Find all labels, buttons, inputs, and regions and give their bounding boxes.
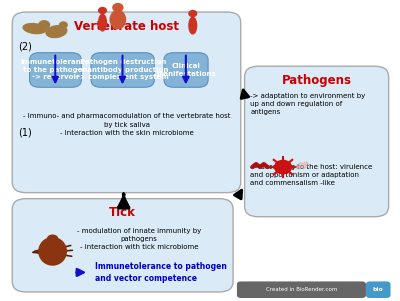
FancyBboxPatch shape	[12, 199, 233, 292]
Text: bio: bio	[373, 287, 384, 292]
Text: Created in BioRender.com: Created in BioRender.com	[266, 287, 337, 292]
Circle shape	[189, 11, 196, 17]
FancyBboxPatch shape	[91, 53, 154, 87]
Text: - Immuno- and pharmacomodulation of the vertebrate host
by tick saliva
- Interac: - Immuno- and pharmacomodulation of the …	[23, 113, 230, 136]
Ellipse shape	[110, 11, 126, 29]
Text: (1): (1)	[18, 127, 32, 138]
Ellipse shape	[39, 238, 66, 265]
Circle shape	[39, 21, 50, 29]
Text: Immunetolerance
to the pathogen
-> reservoir: Immunetolerance to the pathogen -> reser…	[21, 60, 90, 80]
Text: Tick: Tick	[109, 206, 136, 219]
Ellipse shape	[99, 14, 106, 31]
Text: -> according to the host: virulence
and opportunism or adaptation
and commensali: -> according to the host: virulence and …	[250, 164, 373, 186]
Text: Pathogen destruction
-> antibody production
-> complement system: Pathogen destruction -> antibody product…	[76, 60, 169, 80]
Ellipse shape	[46, 26, 67, 38]
Ellipse shape	[48, 235, 58, 242]
Text: (2): (2)	[18, 42, 32, 52]
Text: -> adaptation to environment by
up and down regulation of
antigens: -> adaptation to environment by up and d…	[250, 93, 366, 115]
Text: Immunetolerance to pathogen
and vector competence: Immunetolerance to pathogen and vector c…	[95, 262, 227, 283]
Text: Vertebrate host: Vertebrate host	[74, 20, 179, 33]
Circle shape	[99, 8, 106, 14]
FancyBboxPatch shape	[245, 66, 389, 217]
Ellipse shape	[23, 23, 46, 34]
FancyBboxPatch shape	[237, 281, 366, 298]
Text: Pathogens: Pathogens	[282, 74, 352, 87]
Circle shape	[60, 22, 67, 28]
FancyBboxPatch shape	[12, 12, 241, 193]
Text: - modulation of innate immunity by
pathogens
- interaction with tick microbiome: - modulation of innate immunity by patho…	[77, 228, 201, 250]
FancyBboxPatch shape	[164, 53, 208, 87]
Circle shape	[274, 160, 292, 174]
Ellipse shape	[189, 17, 196, 34]
Text: Clinical
manifestations: Clinical manifestations	[156, 63, 216, 77]
FancyBboxPatch shape	[30, 53, 81, 87]
FancyBboxPatch shape	[366, 281, 390, 298]
Circle shape	[113, 4, 123, 11]
